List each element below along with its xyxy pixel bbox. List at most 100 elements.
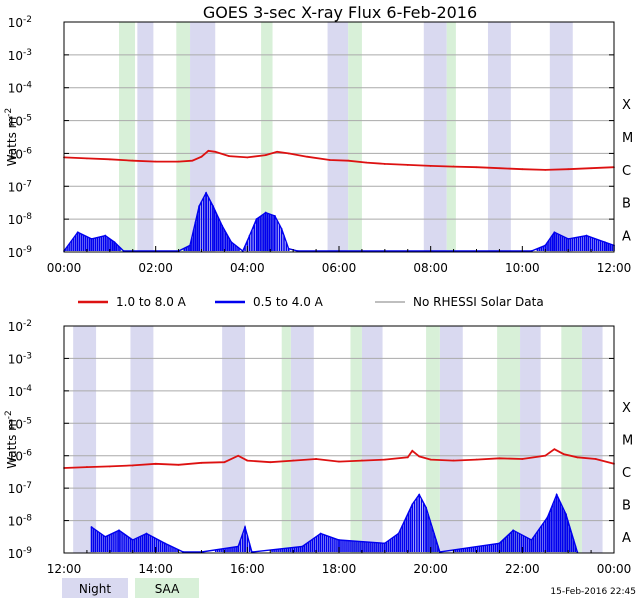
long-channel-point	[452, 165, 455, 168]
short-channel-point	[576, 551, 579, 553]
short-channel-point	[205, 191, 207, 194]
x-tick-label: 00:00	[47, 261, 82, 275]
long-channel-point	[590, 167, 592, 170]
long-channel-point	[406, 164, 409, 166]
short-channel-point	[131, 539, 134, 541]
night-band	[520, 326, 541, 553]
saa-band	[350, 326, 362, 553]
long-channel-point	[237, 454, 240, 457]
long-channel-point	[276, 150, 279, 153]
short-channel-point	[498, 542, 501, 545]
short-channel-point	[221, 224, 224, 227]
short-channel-point	[163, 542, 166, 545]
long-channel-point	[86, 466, 88, 468]
y-tick-label: 10-7	[8, 179, 32, 194]
short-channel-point	[113, 241, 116, 244]
long-channel-point	[108, 158, 111, 161]
saa-band	[261, 22, 273, 252]
short-channel-point	[530, 250, 533, 252]
long-channel-point	[306, 155, 308, 158]
saa-band	[497, 326, 521, 553]
x-tick-label: 12:00	[597, 261, 632, 275]
long-channel-point	[131, 464, 134, 467]
short-channel-point	[287, 247, 290, 250]
short-channel-point	[189, 244, 191, 247]
short-channel-point	[198, 205, 201, 207]
short-channel-point	[544, 244, 547, 247]
short-channel-point	[383, 542, 386, 545]
short-channel-point	[555, 493, 558, 496]
x-tick-label: 18:00	[322, 562, 357, 576]
short-channel-point	[182, 551, 185, 553]
x-tick-label: 06:00	[322, 261, 357, 275]
short-channel-point	[90, 237, 93, 240]
saa-band	[561, 326, 582, 553]
x-tick-label: 12:00	[47, 562, 82, 576]
long-channel-point	[594, 458, 597, 460]
long-channel-point	[418, 455, 421, 458]
long-channel-point	[429, 458, 432, 461]
long-channel-point	[544, 168, 547, 171]
flare-class-label: A	[622, 531, 631, 546]
long-channel-point	[383, 163, 386, 165]
x-tick-label: 02:00	[138, 261, 173, 275]
legend-norhessi-label: No RHESSI Solar Data	[413, 295, 544, 309]
saa-label: SAA	[155, 582, 180, 596]
y-tick-label: 10-2	[8, 15, 32, 30]
long-channel-point	[544, 454, 547, 457]
short-channel-point	[438, 551, 441, 553]
y-tick-label: 10-9	[8, 245, 33, 260]
x-tick-label: 10:00	[505, 261, 540, 275]
short-channel-point	[553, 231, 556, 234]
night-band	[581, 326, 603, 553]
long-channel-point	[131, 159, 134, 162]
x-tick-label: 16:00	[230, 562, 265, 576]
long-channel-point	[223, 461, 226, 464]
flare-class-label: X	[622, 401, 631, 416]
long-channel-point	[287, 152, 290, 155]
short-channel-point	[244, 526, 246, 528]
saa-band	[348, 22, 362, 252]
x-tick-label: 22:00	[505, 562, 540, 576]
long-channel-point	[365, 161, 368, 164]
short-channel-point	[237, 545, 240, 548]
short-channel-point	[241, 250, 244, 252]
short-channel-point	[530, 539, 533, 541]
saa-band	[426, 326, 440, 553]
long-channel-line	[63, 448, 615, 469]
night-band	[439, 326, 463, 553]
short-channel-point	[264, 211, 267, 214]
short-channel-point	[248, 234, 251, 237]
night-band	[130, 326, 154, 553]
y-tick-label: 10-8	[8, 514, 33, 529]
saa-band	[119, 22, 136, 252]
short-channel-point	[251, 551, 253, 553]
short-channel-point	[512, 529, 515, 532]
flare-class-label: A	[622, 230, 631, 245]
long-channel-point	[411, 449, 414, 452]
flare-class-label: C	[622, 164, 631, 179]
y-tick-label: 10-2	[8, 319, 32, 334]
short-channel-point	[76, 231, 79, 234]
long-channel-point	[498, 457, 501, 460]
night-band	[137, 22, 154, 252]
long-channel-point	[429, 165, 432, 167]
short-channel-point	[411, 503, 414, 506]
long-channel-point	[475, 166, 478, 169]
y-tick-label: 10-3	[8, 48, 32, 63]
long-channel-point	[498, 167, 501, 170]
night-band	[290, 326, 314, 553]
long-channel-point	[315, 458, 317, 460]
long-channel-point	[246, 459, 249, 462]
plot-title: GOES 3-sec X-ray Flux 6-Feb-2016	[203, 3, 477, 22]
flare-class-label: M	[622, 131, 633, 146]
short-channel-point	[212, 205, 214, 207]
long-channel-point	[406, 456, 409, 459]
long-channel-point	[553, 448, 556, 451]
long-channel-point	[475, 458, 478, 461]
top-panel: 10-210-310-410-510-610-710-810-9 00:00 02…	[4, 15, 633, 275]
short-channel-point	[418, 493, 421, 496]
long-channel-point	[191, 159, 194, 162]
long-channel-point	[576, 456, 579, 459]
